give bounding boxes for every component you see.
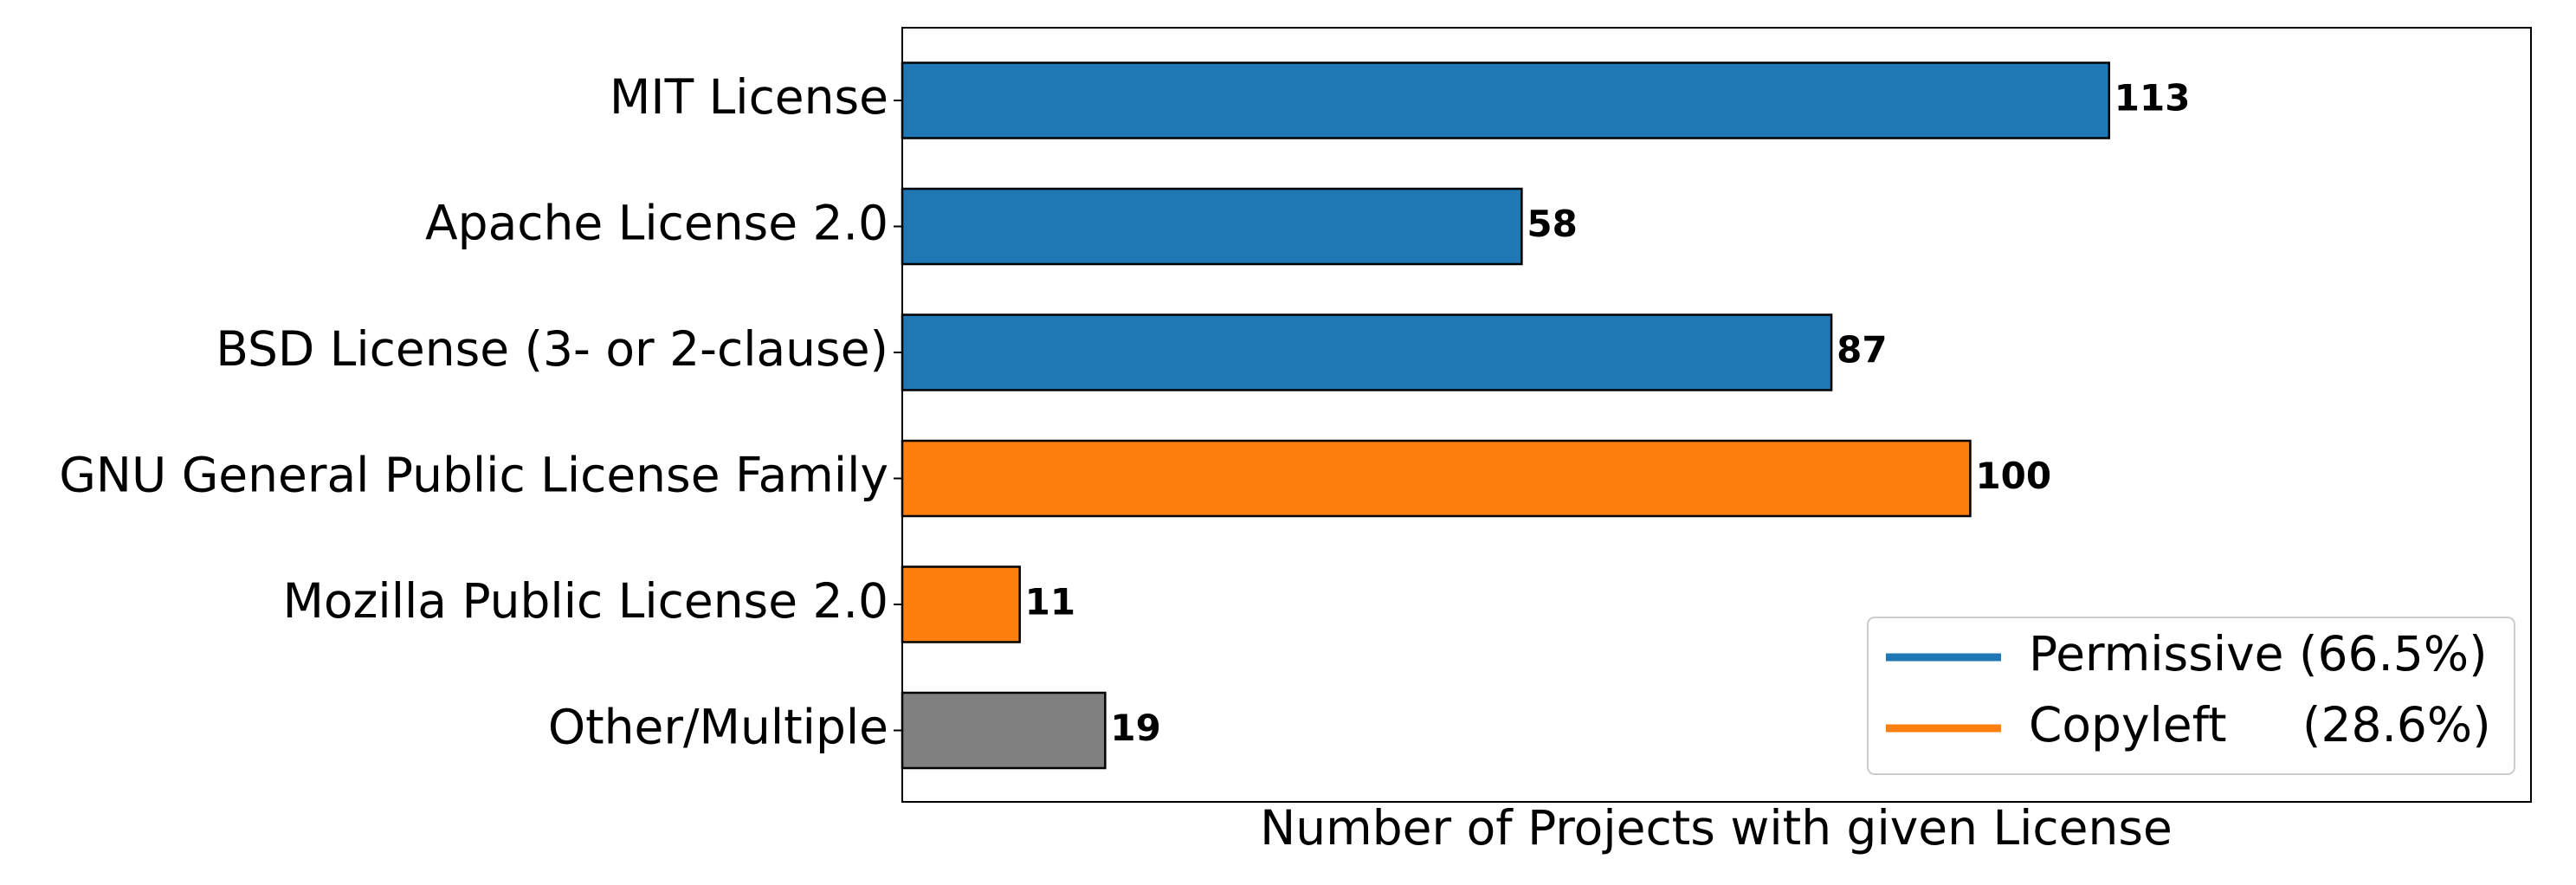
bar bbox=[901, 187, 1523, 266]
y-tick-label: Apache License 2.0 bbox=[425, 196, 888, 251]
bar bbox=[901, 565, 1021, 643]
y-tick-label: GNU General Public License Family bbox=[59, 448, 888, 503]
y-tick-label: BSD License (3- or 2-clause) bbox=[216, 321, 888, 377]
bar bbox=[901, 691, 1107, 770]
axes-frame bbox=[901, 27, 2532, 803]
value-label: 19 bbox=[1110, 707, 1160, 749]
value-label: 11 bbox=[1025, 581, 1075, 623]
bar bbox=[901, 61, 2111, 139]
value-label: 113 bbox=[2114, 77, 2191, 120]
y-tick-label: Other/Multiple bbox=[548, 700, 888, 755]
legend-box bbox=[1867, 617, 2515, 775]
legend-label: Copyleft (28.6%) bbox=[2029, 697, 2491, 753]
y-tick-label: Mozilla Public License 2.0 bbox=[282, 573, 888, 629]
value-label: 58 bbox=[1527, 203, 1577, 245]
x-axis-label: Number of Projects with given License bbox=[1260, 800, 2172, 856]
legend-label: Permissive (66.5%) bbox=[2029, 626, 2488, 682]
bar bbox=[901, 439, 1972, 518]
value-label: 87 bbox=[1837, 329, 1887, 371]
bar bbox=[901, 313, 1833, 391]
value-label: 100 bbox=[1975, 455, 2051, 497]
y-tick-label: MIT License bbox=[610, 69, 888, 125]
